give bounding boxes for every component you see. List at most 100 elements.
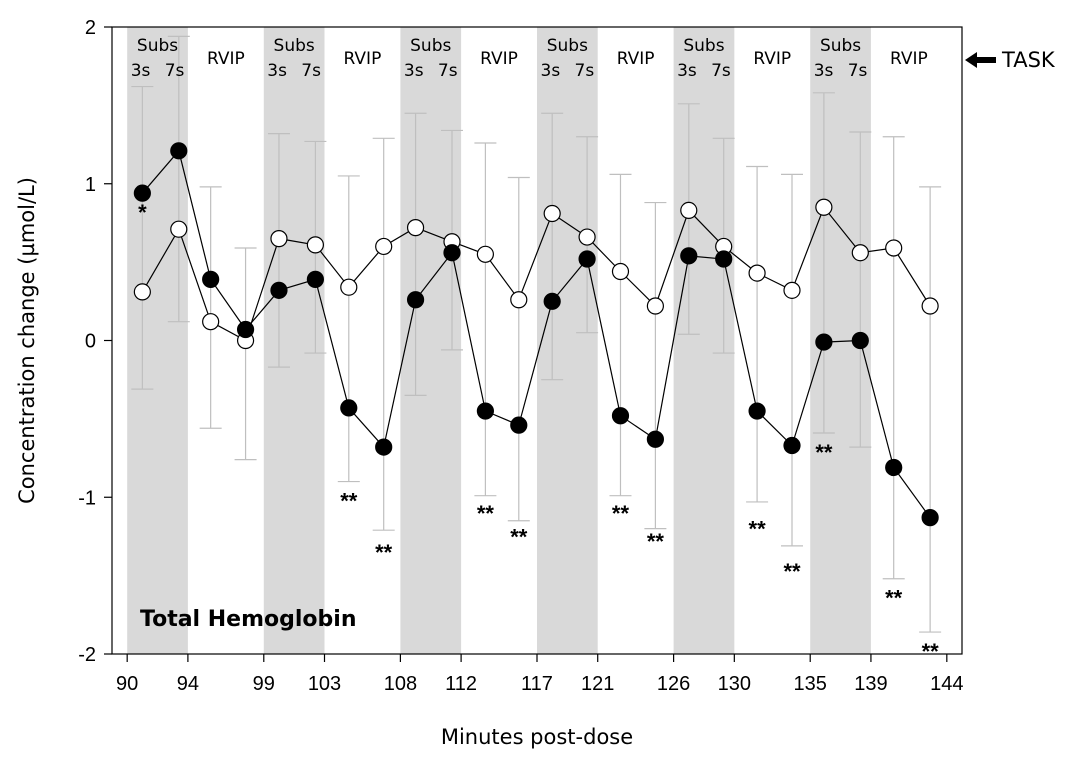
error-bar-8 (404, 112, 427, 396)
point-open-14 (611, 262, 630, 281)
point-filled-18 (748, 402, 766, 420)
x-tick-label-4: 108 (384, 673, 417, 695)
panel-label: Total Hemoglobin (140, 607, 357, 632)
x-tick-label-2: 99 (253, 673, 275, 695)
significance-label-7: ** (749, 517, 767, 542)
error-bar-14 (609, 173, 632, 497)
point-open-6 (340, 278, 358, 296)
task-label-subs-2: Subs (274, 36, 315, 56)
point-open-13 (578, 228, 596, 246)
task-label-subs-10: Subs (820, 36, 861, 56)
point-filled-3 (236, 320, 255, 339)
y-tick-label-0: 2 (85, 17, 96, 39)
task-label-sub-3s-8: 3s (677, 61, 697, 81)
task-label-rvip-3: RVIP (344, 49, 382, 69)
point-filled-19 (783, 436, 801, 455)
point-open-10 (476, 245, 494, 263)
point-open-7 (375, 237, 393, 256)
task-label-subs-4: Subs (410, 36, 451, 56)
error-bar-10 (474, 142, 497, 497)
task-label-sub-3s-4: 3s (404, 61, 424, 81)
labels: 2 1 0 -1 -2 90 94 99 103 108 112 117 121 126 130 135 139… (15, 17, 1056, 749)
error-bar-23 (919, 186, 942, 633)
task-label-rvip-11: RVIP (890, 49, 928, 69)
point-filled-13 (578, 250, 596, 268)
point-filled-5 (306, 270, 324, 288)
point-open-21 (851, 244, 869, 262)
point-filled-23 (921, 509, 939, 527)
error-bar-19 (781, 173, 803, 547)
task-label-rvip-5: RVIP (480, 49, 518, 69)
point-open-5 (306, 236, 324, 254)
point-open-15 (646, 297, 664, 315)
significance-label-0: * (138, 200, 147, 225)
point-open-11 (510, 291, 528, 309)
shaded-band-3 (537, 27, 598, 654)
x-tick-label-7: 121 (581, 673, 614, 695)
task-arrow-icon (965, 52, 996, 68)
task-label-sub-7s-4: 7s (438, 61, 458, 81)
point-filled-7 (375, 438, 393, 456)
point-open-18 (748, 264, 766, 282)
point-open-2 (202, 313, 220, 331)
x-tick-label-10: 135 (794, 673, 827, 695)
significance-label-10: ** (885, 586, 903, 611)
point-open-16 (680, 201, 698, 219)
task-marker-label: TASK (1001, 48, 1056, 72)
point-filled-1 (170, 142, 188, 160)
significance-label-2: ** (375, 540, 393, 565)
point-filled-14 (611, 407, 630, 425)
point-open-8 (406, 219, 425, 237)
y-tick-label-2: 0 (85, 331, 96, 353)
x-tick-label-8: 126 (657, 673, 690, 695)
error-bar-16 (677, 103, 700, 335)
significance-label-4: ** (510, 524, 528, 549)
error-bar-6 (337, 175, 360, 483)
task-label-sub-3s-10: 3s (814, 61, 834, 81)
error-bar-20 (812, 92, 835, 434)
point-open-22 (885, 239, 903, 257)
task-label-rvip-9: RVIP (753, 49, 791, 69)
shaded-band-4 (673, 27, 735, 654)
series-markers (133, 142, 939, 527)
x-tick-label-9: 130 (718, 673, 751, 695)
point-filled-22 (885, 458, 903, 477)
task-label-rvip-7: RVIP (617, 49, 655, 69)
task-label-sub-7s-2: 7s (301, 61, 321, 81)
x-tick-label-11: 139 (854, 673, 887, 695)
point-open-20 (815, 198, 833, 216)
error-bar-2 (199, 186, 222, 429)
x-axis-title: Minutes post-dose (441, 725, 633, 749)
error-bars (131, 35, 942, 633)
error-bar-7 (372, 137, 395, 531)
shaded-band-1 (263, 27, 325, 654)
point-filled-15 (646, 430, 664, 448)
point-filled-10 (476, 402, 494, 420)
point-open-12 (543, 204, 561, 223)
series-line-open (141, 206, 931, 342)
task-arrow (965, 52, 996, 68)
task-label-sub-3s-6: 3s (541, 61, 561, 81)
error-bar-22 (882, 136, 905, 580)
significance-label-5: ** (612, 501, 630, 526)
task-label-subs-8: Subs (683, 36, 724, 56)
task-label-rvip-1: RVIP (207, 49, 245, 69)
task-label-sub-7s-0: 7s (165, 61, 185, 81)
point-open-0 (133, 283, 151, 301)
point-filled-9 (443, 244, 461, 262)
x-tick-label-3: 103 (308, 673, 341, 695)
shaded-band-0 (127, 27, 188, 654)
error-bar-21 (849, 131, 872, 448)
task-label-sub-3s-0: 3s (131, 61, 151, 81)
error-bar-11 (507, 176, 530, 522)
y-tick-label-1: 1 (85, 174, 96, 196)
point-open-1 (170, 220, 188, 238)
task-label-sub-3s-2: 3s (267, 61, 287, 81)
error-bar-1 (167, 35, 190, 323)
task-label-subs-0: Subs (137, 36, 178, 56)
significance-label-9: ** (815, 440, 833, 465)
significance-label-6: ** (647, 529, 665, 554)
point-filled-17 (715, 250, 733, 268)
error-bar-4 (267, 132, 290, 368)
